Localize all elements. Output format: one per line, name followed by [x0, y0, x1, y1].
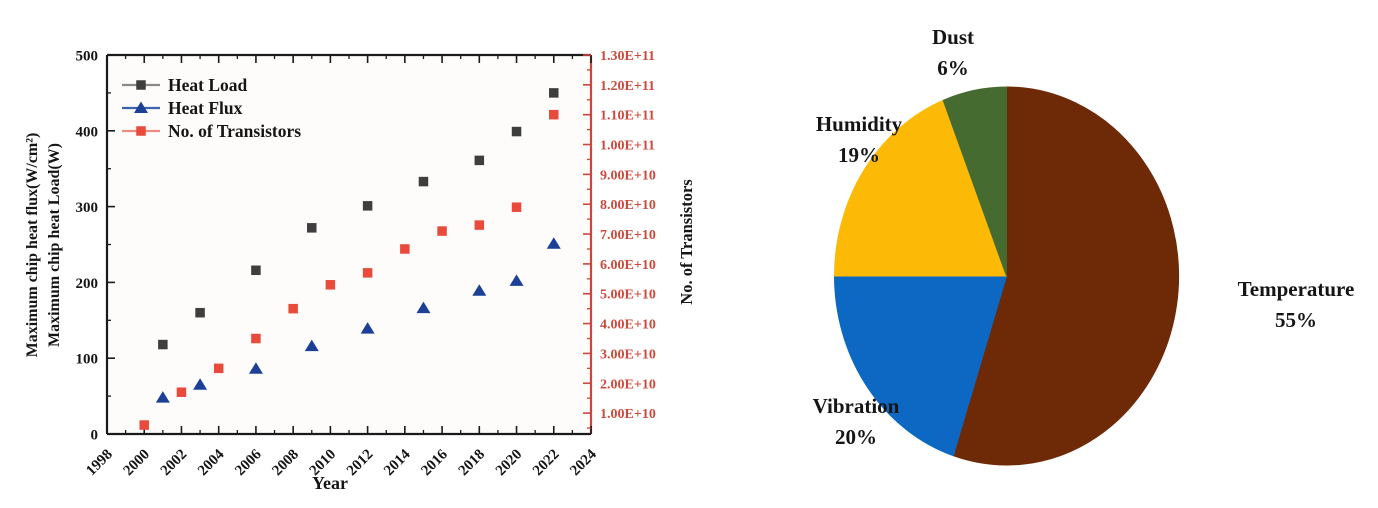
pie-label-name: Dust — [932, 25, 974, 49]
data-point — [307, 223, 317, 233]
y-right-tick-label: 3.00E+10 — [600, 347, 656, 362]
y-right-tick-label: 4.00E+10 — [600, 318, 656, 333]
y-right-tick-label: 1.00E+11 — [600, 139, 655, 154]
legend-label: Heat Flux — [168, 98, 243, 118]
data-point — [136, 80, 146, 90]
x-tick-label: 2024 — [567, 446, 600, 479]
data-point — [304, 339, 319, 352]
y-axis-right: 1.00E+10 2.00E+10 3.00E+10 4.00E+10 5.00E+10… — [583, 49, 696, 429]
pie-slice-dust — [942, 86, 1007, 277]
y-left-tick-label: 0 — [91, 428, 99, 444]
data-point — [251, 333, 261, 344]
data-point — [509, 274, 524, 286]
pie-slice-vibration — [833, 275, 1008, 457]
x-tick-label: 2002 — [158, 447, 191, 480]
data-point — [248, 362, 263, 374]
heat-trends-scatter-figure: 1998 2000 2002 2004 2006 2008 2010 2012 2014 2016… — [24, 49, 696, 494]
y-axis-left: 0 100 200 300 400 500 Maximum chip heat flux(W… — [24, 49, 115, 444]
data-point — [511, 126, 522, 137]
data-point — [136, 126, 146, 136]
data-point — [549, 109, 559, 120]
y-left-axis-title-line1: Maximum chip heat flux(W/cm²) — [24, 133, 41, 358]
series-no-of-transistors — [139, 109, 559, 430]
pie-label-percent: 19% — [838, 143, 880, 167]
x-tick-label: 2014 — [381, 446, 414, 479]
data-point — [418, 176, 429, 187]
x-tick-label: 2004 — [195, 446, 228, 479]
data-point — [195, 307, 205, 318]
data-point — [288, 303, 298, 314]
pie-slice-humidity — [833, 99, 1008, 277]
pie-label-name: Vibration — [813, 394, 900, 418]
data-point — [362, 201, 373, 211]
data-point — [437, 226, 447, 236]
x-tick-label: 1998 — [83, 447, 116, 480]
pie-label-name: Temperature — [1238, 277, 1355, 301]
y-right-tick-label: 1.00E+10 — [600, 407, 656, 422]
y-right-tick-label: 1.20E+11 — [600, 79, 655, 94]
data-point — [400, 244, 410, 254]
data-point — [158, 339, 168, 350]
series-heat-load — [158, 88, 559, 350]
y-right-tick-label: 1.30E+11 — [600, 49, 655, 64]
data-point — [325, 280, 336, 290]
y-left-tick-label: 100 — [76, 352, 99, 368]
data-point — [155, 391, 170, 403]
y-right-tick-label: 8.00E+10 — [600, 198, 656, 213]
data-point — [362, 268, 373, 278]
series-heat-flux — [155, 237, 561, 403]
y-left-axis-title-line2: Maximum chip heat Load(W) — [46, 143, 63, 347]
x-tick-label: 2016 — [418, 446, 451, 479]
scatter-chart: 1998 2000 2002 2004 2006 2008 2010 2012 2014 2016… — [24, 49, 696, 494]
data-point — [139, 420, 149, 430]
data-point — [474, 155, 485, 166]
y-right-axis-title: No. of Transistors — [677, 179, 696, 305]
data-point — [176, 387, 187, 397]
x-tick-label: 2008 — [269, 447, 302, 480]
failure-causes-pie-figure: Temperature 55% Vibration 20% Humidity 19% Dus… — [710, 0, 1378, 508]
pie-label-percent: 55% — [1275, 308, 1317, 332]
plot-area — [107, 55, 591, 434]
legend-label: No. of Transistors — [168, 121, 301, 141]
x-tick-label: 2018 — [456, 447, 489, 480]
data-point — [193, 378, 208, 390]
x-axis-title: Year — [312, 473, 348, 493]
y-left-tick-label: 200 — [76, 276, 99, 292]
pie-label-percent: 20% — [835, 425, 877, 449]
y-left-tick-label: 300 — [76, 200, 99, 216]
data-point — [213, 363, 224, 374]
data-point — [251, 265, 261, 276]
data-point — [511, 202, 522, 212]
data-point — [546, 237, 561, 249]
y-right-tick-label: 1.10E+11 — [600, 109, 655, 124]
legend-label: Heat Load — [168, 75, 248, 95]
pie-label-percent: 6% — [937, 56, 969, 80]
data-point — [472, 284, 487, 296]
data-point — [134, 101, 148, 113]
x-tick-label: 2006 — [232, 446, 265, 479]
pie-labels: Temperature 55% Vibration 20% Humidity 19% Dus… — [813, 25, 1355, 449]
x-tick-label: 2020 — [493, 447, 526, 480]
data-point — [360, 322, 375, 334]
y-right-tick-label: 7.00E+10 — [600, 228, 656, 243]
legend: Heat Load Heat Flux No. of Transistors — [122, 75, 301, 141]
y-right-tick-label: 5.00E+10 — [600, 288, 656, 303]
x-tick-label: 2000 — [121, 447, 154, 480]
pie-label-name: Humidity — [816, 112, 903, 136]
pie-slice-temperature — [952, 86, 1180, 466]
data-point — [474, 220, 485, 230]
x-tick-label: 2012 — [344, 447, 377, 480]
y-right-tick-label: 9.00E+10 — [600, 168, 656, 183]
data-point — [416, 301, 431, 314]
pie-slices — [833, 86, 1180, 466]
y-right-tick-label: 2.00E+10 — [600, 377, 656, 392]
data-point — [549, 88, 559, 98]
y-left-tick-label: 500 — [76, 49, 99, 65]
x-tick-label: 2022 — [530, 447, 563, 480]
y-right-tick-label: 6.00E+10 — [600, 258, 656, 273]
pie-chart: Temperature 55% Vibration 20% Humidity 19% Dus… — [813, 25, 1355, 466]
y-left-tick-label: 400 — [76, 124, 99, 140]
